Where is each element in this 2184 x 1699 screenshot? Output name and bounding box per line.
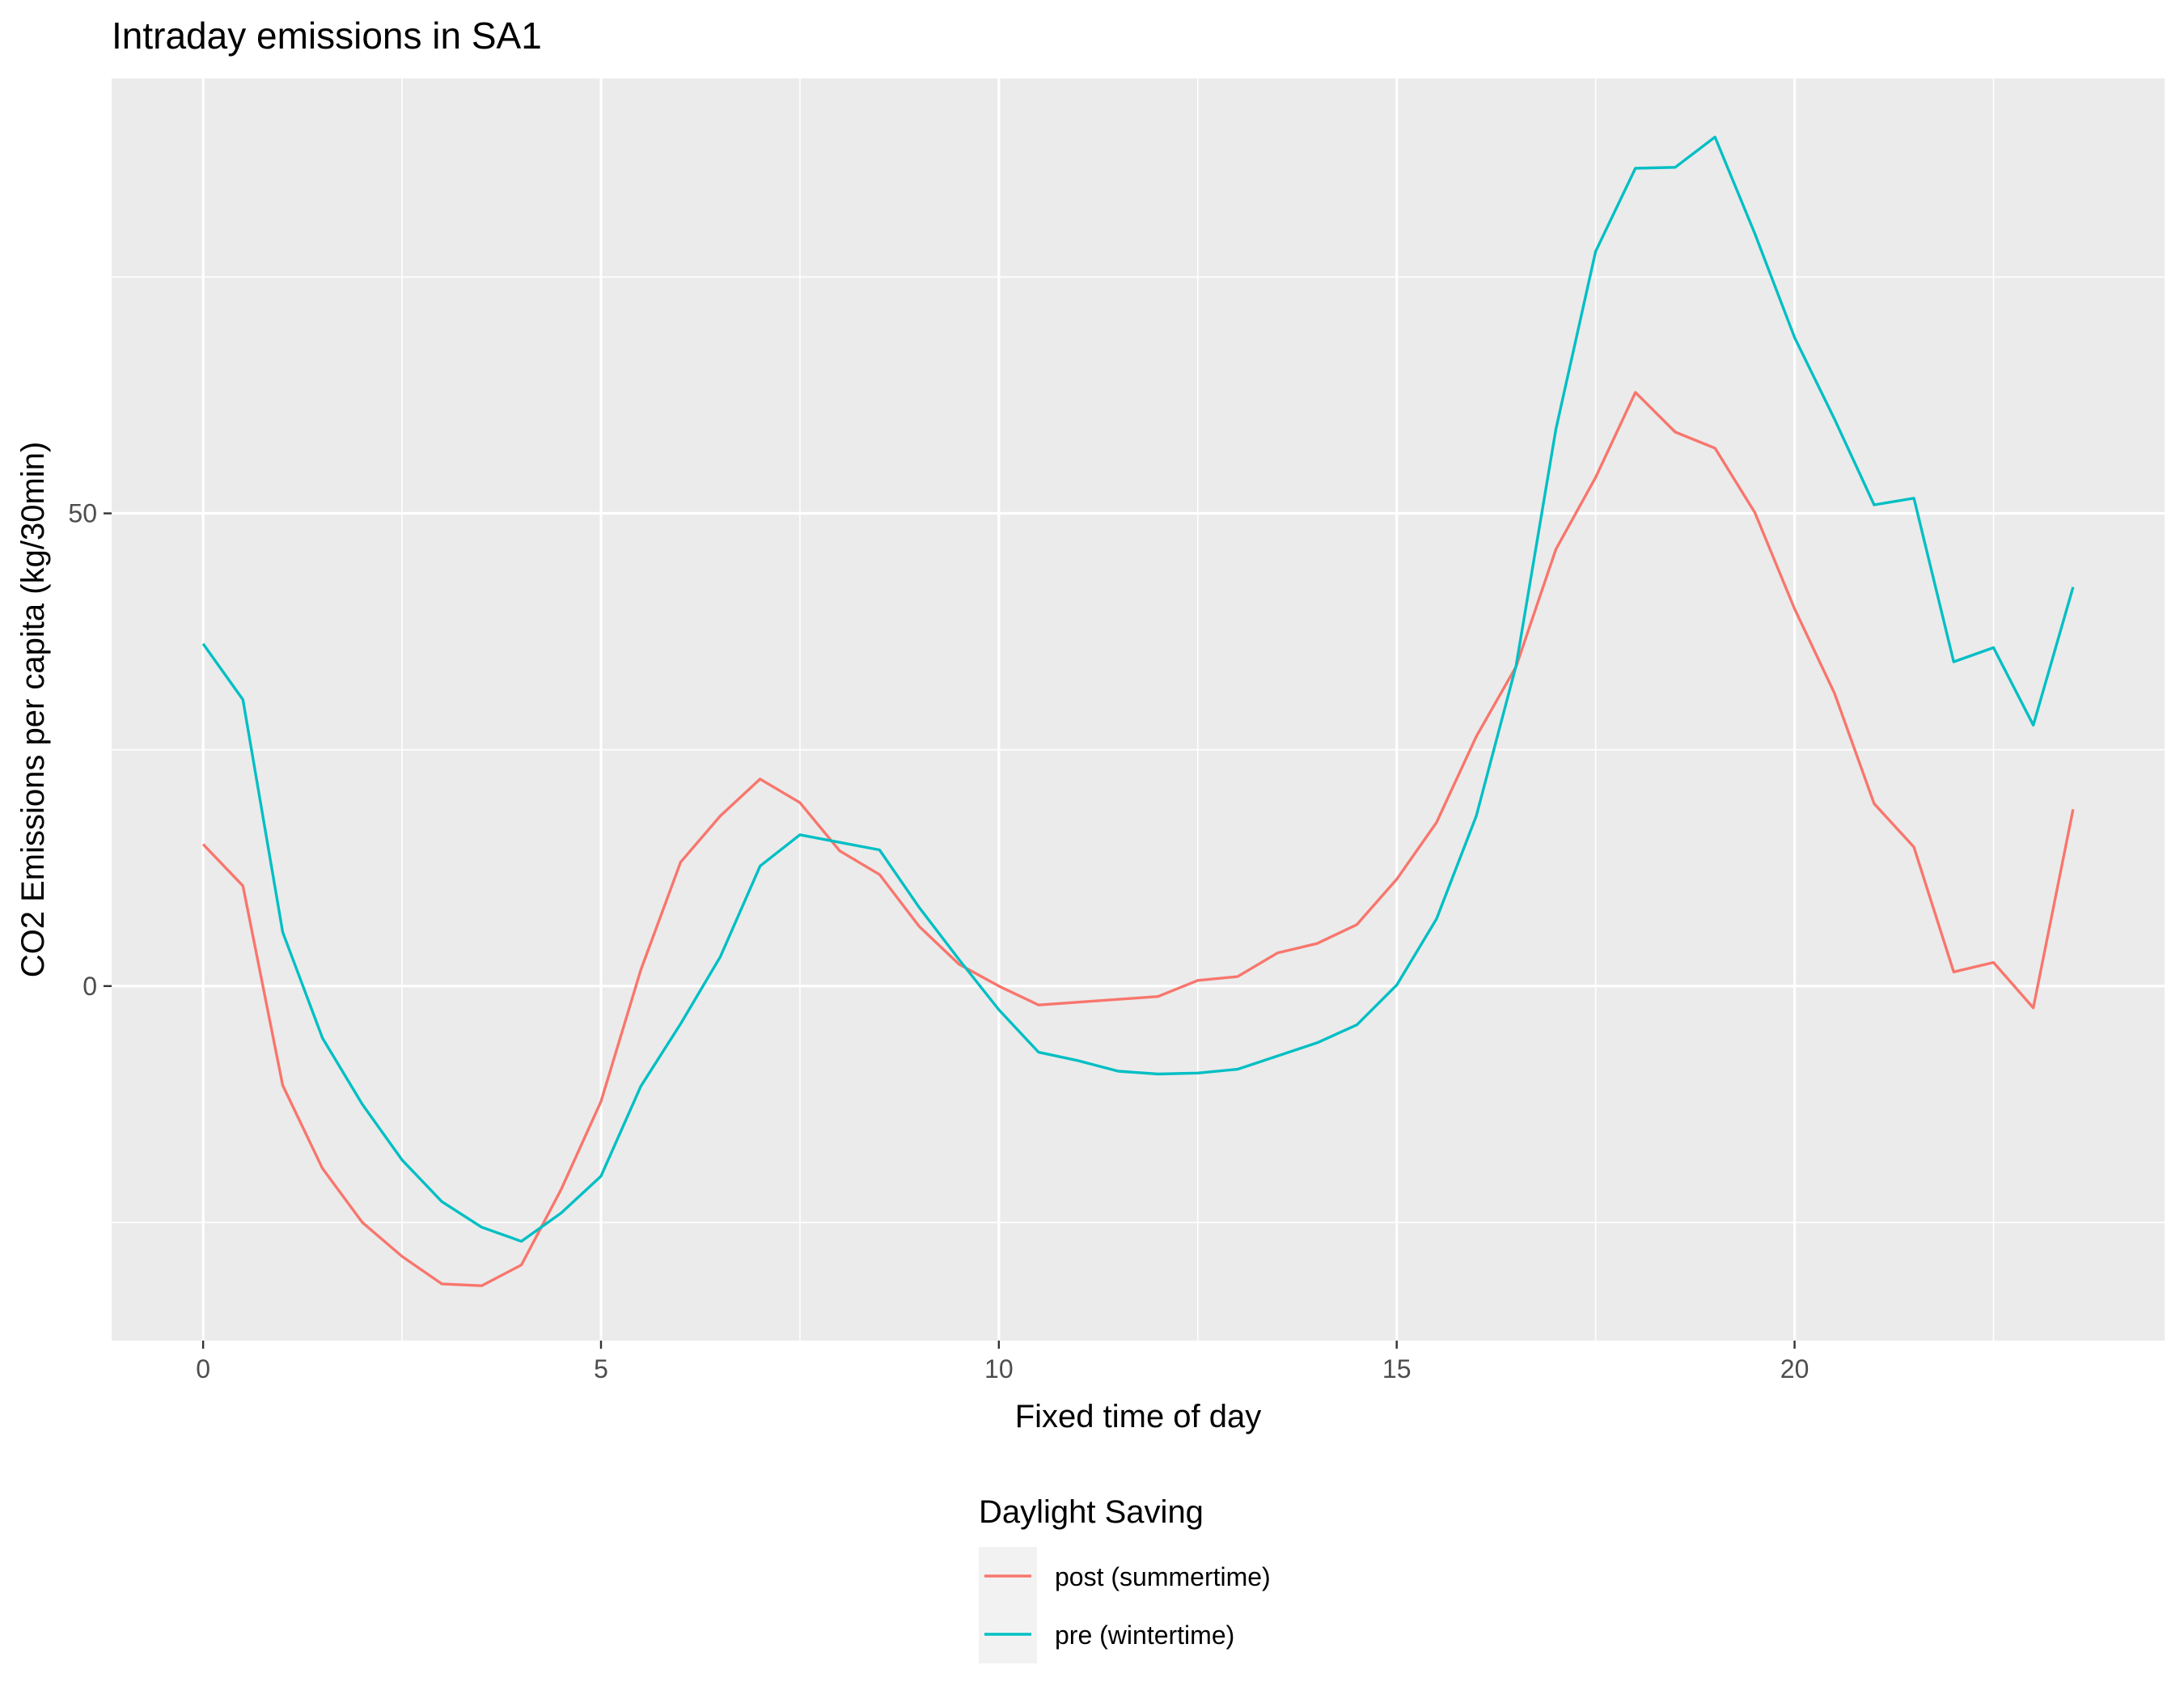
x-tick-label: 10	[984, 1354, 1014, 1383]
x-axis-title: Fixed time of day	[1015, 1399, 1262, 1434]
x-tick-label: 15	[1382, 1354, 1412, 1383]
y-tick-label: 0	[83, 972, 97, 1001]
legend: Daylight Saving post (summertime) pre (w…	[979, 1494, 1271, 1663]
x-tick-label: 20	[1780, 1354, 1809, 1383]
grid-minor	[112, 78, 2165, 1341]
legend-label-pre: pre (wintertime)	[1055, 1621, 1234, 1650]
x-tick-label: 0	[196, 1354, 210, 1383]
legend-key-bg	[979, 1547, 1037, 1663]
series-line-post	[201, 391, 2075, 1287]
grid-major	[112, 78, 2165, 1341]
axis-ticks	[104, 512, 1796, 1349]
series-lines	[201, 135, 2075, 1287]
y-axis-title: CO2 Emissions per capita (kg/30min)	[15, 442, 51, 977]
legend-title: Daylight Saving	[979, 1494, 1204, 1530]
series-line-pre	[201, 135, 2075, 1244]
tick-labels: 0 5 10 15 20 0 50	[68, 499, 1809, 1383]
x-tick-label: 5	[594, 1354, 608, 1383]
chart-title: Intraday emissions in SA1	[112, 15, 542, 57]
plot-panel	[112, 78, 2165, 1341]
legend-label-post: post (summertime)	[1055, 1562, 1271, 1591]
y-tick-label: 50	[68, 499, 97, 528]
